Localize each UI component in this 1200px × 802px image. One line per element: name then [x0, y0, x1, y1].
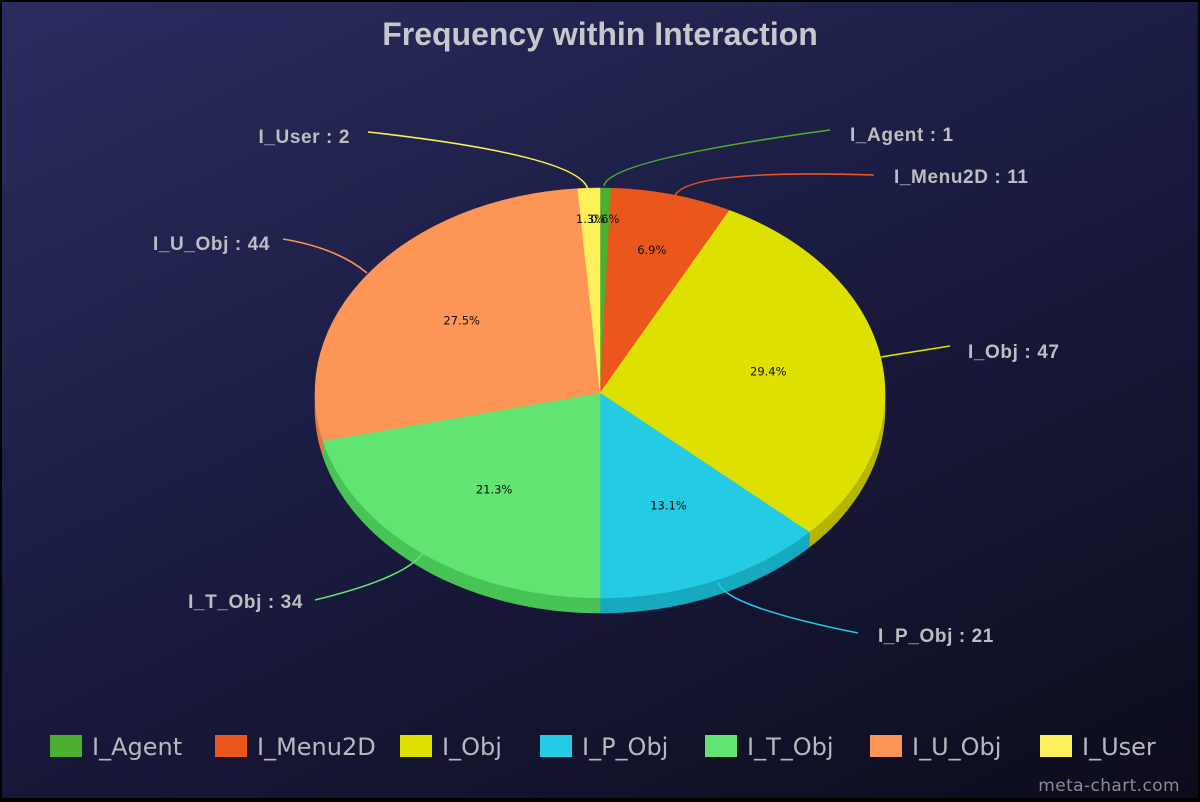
legend-swatch-i-menu2d [215, 735, 247, 757]
legend-label-i-user: I_User [1082, 733, 1156, 761]
legend-item-i-agent[interactable]: I_Agent [50, 733, 182, 761]
callout-label-i-user: I_User : 2 [258, 127, 350, 148]
callout-label-i-p-obj: I_P_Obj : 21 [878, 626, 994, 647]
callout-line-i-user [367, 131, 589, 191]
legend-label-i-u-obj: I_U_Obj [912, 733, 1001, 761]
legend-item-i-menu2d[interactable]: I_Menu2D [215, 733, 376, 761]
pie-slice-i-user[interactable] [577, 187, 601, 394]
callout-line-i-menu2d [673, 173, 875, 199]
watermark: meta-chart.com [1038, 776, 1180, 796]
legend-swatch-i-u-obj [870, 735, 902, 757]
percent-label-i-p-obj: 13.1% [650, 499, 687, 513]
percent-label-i-agent: 0.6% [590, 212, 619, 226]
percent-label-i-user: 1.3% [576, 212, 605, 226]
callout-line-i-p-obj [717, 581, 859, 634]
legend-label-i-agent: I_Agent [92, 733, 182, 761]
callout-line-i-agent [603, 129, 831, 187]
legend-item-i-user[interactable]: I_User [1040, 733, 1156, 761]
pie-slice-i-u-obj[interactable] [314, 188, 601, 442]
percent-label-i-obj: 29.4% [750, 364, 787, 378]
callout-label-i-agent: I_Agent : 1 [850, 125, 954, 146]
legend-item-i-p-obj[interactable]: I_P_Obj [540, 733, 668, 761]
legend-swatch-i-t-obj [705, 735, 737, 757]
callout-label-i-t-obj: I_T_Obj : 34 [188, 592, 303, 613]
callout-line-i-t-obj [314, 549, 426, 601]
legend-item-i-obj[interactable]: I_Obj [400, 733, 502, 761]
callout-label-i-menu2d: I_Menu2D : 11 [894, 167, 1029, 188]
chart-title: Frequency within Interaction [382, 16, 818, 52]
pie-3d-side [314, 392, 886, 614]
percent-label-i-u-obj: 27.5% [443, 314, 480, 328]
percent-label-i-t-obj: 21.3% [476, 483, 513, 497]
callout-line-i-u-obj [282, 238, 368, 274]
legend-label-i-t-obj: I_T_Obj [747, 733, 834, 761]
pie-slice-i-obj[interactable] [599, 210, 886, 533]
pie-slice-i-t-obj[interactable] [322, 392, 601, 599]
chart-legend: I_Agent I_Menu2D I_Obj I_P_Obj I_T_Obj I_U_Ob… [50, 733, 1156, 761]
pie-slices [314, 187, 886, 599]
legend-swatch-i-p-obj [540, 735, 572, 757]
legend-swatch-i-obj [400, 735, 432, 757]
callout-line-i-obj [880, 345, 951, 358]
pie-callouts: I_Agent : 1 I_Menu2D : 11 I_Obj : 47 I_P_Ob… [153, 125, 1060, 647]
legend-label-i-p-obj: I_P_Obj [582, 733, 668, 761]
callout-label-i-obj: I_Obj : 47 [968, 342, 1060, 363]
pie-percent-labels: 0.6% 6.9% 29.4% 13.1% 21.3% 27.5% 1.3% [443, 212, 786, 513]
legend-item-i-t-obj[interactable]: I_T_Obj [705, 733, 834, 761]
legend-item-i-u-obj[interactable]: I_U_Obj [870, 733, 1001, 761]
pie-slice-i-menu2d[interactable] [599, 187, 730, 394]
percent-label-i-menu2d: 6.9% [637, 243, 666, 257]
legend-swatch-i-agent [50, 735, 82, 757]
legend-swatch-i-user [1040, 735, 1072, 757]
callout-label-i-u-obj: I_U_Obj : 44 [153, 234, 270, 255]
pie-slice-i-p-obj[interactable] [599, 392, 810, 599]
legend-label-i-menu2d: I_Menu2D [257, 733, 376, 761]
legend-label-i-obj: I_Obj [442, 733, 502, 761]
